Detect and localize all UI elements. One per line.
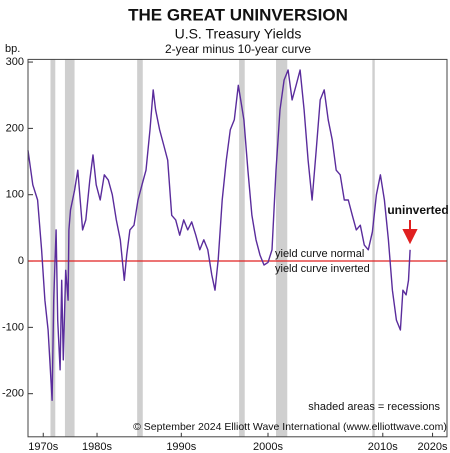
recession-band [372,59,375,437]
y-tick-label: -100 [2,321,24,333]
x-tick-label: 1970s [28,441,58,453]
annotation: yield curve inverted [275,263,370,275]
y-tick-label: -200 [2,388,24,400]
recession-band [239,59,245,437]
annotation: shaded areas = recessions [308,401,440,413]
recession-band [276,59,288,437]
x-tick-label: 2010s [368,441,398,453]
annotation: yield curve normal [275,248,364,260]
source-note: © September 2024 Elliott Wave Internatio… [133,421,447,433]
y-tick-label: 100 [6,189,24,201]
y-axis-label: bp. [5,43,20,55]
recession-band [137,59,143,437]
x-tick-label: 2000s [253,441,283,453]
recession-band [64,59,75,437]
x-tick-label: 1980s [82,441,112,453]
annotation: uninverted [387,203,448,217]
y-tick-label: 200 [6,122,24,134]
recession-band [50,59,56,437]
plot-frame [27,58,448,438]
arrow [402,220,418,245]
chart-title: THE GREAT UNINVERSION [128,5,348,24]
y-tick-label: 0 [18,255,24,267]
x-tick-label: 2020s [418,441,448,453]
data-line [27,69,411,401]
chart-subtitle: 2-year minus 10-year curve [165,42,311,56]
y-tick-label: 300 [6,56,24,68]
x-tick-label: 1990s [166,441,196,453]
chart-subtitle: U.S. Treasury Yields [175,26,302,42]
